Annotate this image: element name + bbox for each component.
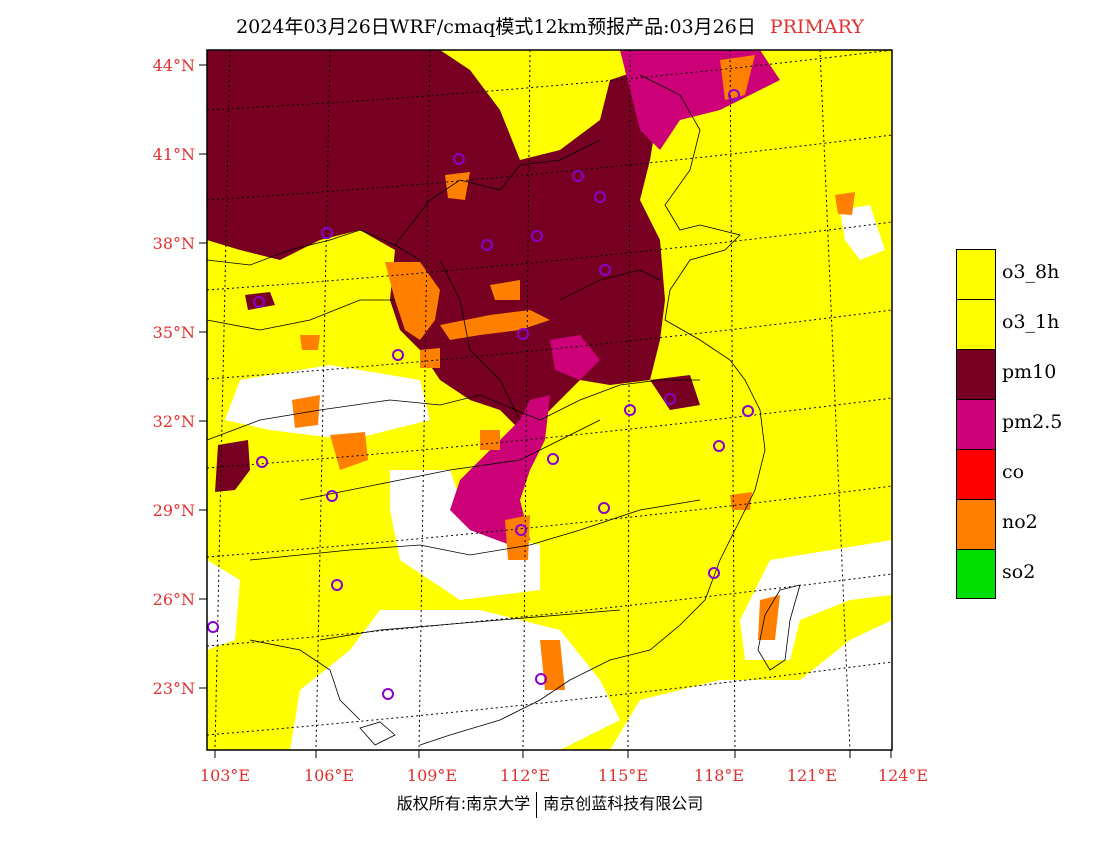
legend-swatch xyxy=(956,399,996,449)
city-marker xyxy=(598,502,610,514)
city-marker xyxy=(594,191,606,203)
city-marker xyxy=(728,89,740,101)
legend-swatch xyxy=(956,499,996,549)
lon-ticks xyxy=(214,750,892,758)
city-marker xyxy=(256,456,268,468)
city-marker xyxy=(321,227,333,239)
legend-swatch xyxy=(956,449,996,499)
city-marker xyxy=(547,453,559,465)
city-marker xyxy=(742,405,754,417)
legend-label: no2 xyxy=(1002,511,1038,533)
title-text: 2024年03月26日WRF/cmaq模式12km预报产品:03月26日 xyxy=(236,16,756,38)
boundaries xyxy=(207,74,801,746)
city-marker xyxy=(531,230,543,242)
lon-label: 106°E xyxy=(304,766,354,785)
map-title: 2024年03月26日WRF/cmaq模式12km预报产品:03月26日 PRIM… xyxy=(0,12,1100,39)
city-marker xyxy=(535,673,547,685)
city-marker xyxy=(515,524,527,536)
city-marker xyxy=(664,393,676,405)
legend-label: o3_8h xyxy=(1002,261,1060,283)
lat-label: 41°N xyxy=(153,145,195,164)
city-marker xyxy=(382,688,394,700)
city-marker xyxy=(207,621,219,633)
city-marker xyxy=(253,296,265,308)
clean-regions xyxy=(207,80,892,750)
lat-label: 29°N xyxy=(153,501,195,520)
city-markers xyxy=(207,89,754,700)
lon-label: 121°E xyxy=(787,766,837,785)
primary-tag: PRIMARY xyxy=(769,16,864,38)
legend-label: pm10 xyxy=(1002,361,1057,383)
city-marker xyxy=(453,153,465,165)
legend-label: co xyxy=(1002,461,1025,483)
city-marker xyxy=(624,404,636,416)
city-marker xyxy=(572,170,584,182)
copyright-footer: 版权所有:南京大学 南京创蓝科技有限公司 xyxy=(0,790,1100,818)
legend-swatch xyxy=(956,349,996,399)
lon-label: 115°E xyxy=(598,766,648,785)
city-marker xyxy=(517,328,529,340)
city-marker xyxy=(331,579,343,591)
lat-label: 38°N xyxy=(153,234,195,253)
legend-swatch xyxy=(956,249,996,299)
copyright-right: 南京创蓝科技有限公司 xyxy=(543,794,704,813)
legend-label: o3_1h xyxy=(1002,311,1060,333)
lon-label: 118°E xyxy=(694,766,744,785)
lat-label: 44°N xyxy=(153,56,195,75)
city-marker xyxy=(708,567,720,579)
lon-label: 103°E xyxy=(200,766,250,785)
legend-label: so2 xyxy=(1002,561,1036,583)
lat-label: 32°N xyxy=(153,412,195,431)
city-marker xyxy=(713,440,725,452)
map-frame xyxy=(206,49,893,751)
lon-label: 124°E xyxy=(878,766,928,785)
lat-label: 35°N xyxy=(153,323,195,342)
city-marker xyxy=(326,490,338,502)
lon-label: 112°E xyxy=(500,766,550,785)
city-marker xyxy=(481,239,493,251)
city-marker xyxy=(392,349,404,361)
copyright-left: 版权所有:南京大学 xyxy=(396,794,531,813)
legend-label: pm2.5 xyxy=(1002,411,1063,433)
lat-label: 26°N xyxy=(153,590,195,609)
footer-divider xyxy=(536,791,538,818)
lat-label: 23°N xyxy=(153,679,195,698)
city-marker xyxy=(599,264,611,276)
lon-label: 109°E xyxy=(407,766,457,785)
legend-swatch xyxy=(956,549,996,599)
lat-ticks xyxy=(199,64,207,689)
legend-swatch xyxy=(956,299,996,349)
